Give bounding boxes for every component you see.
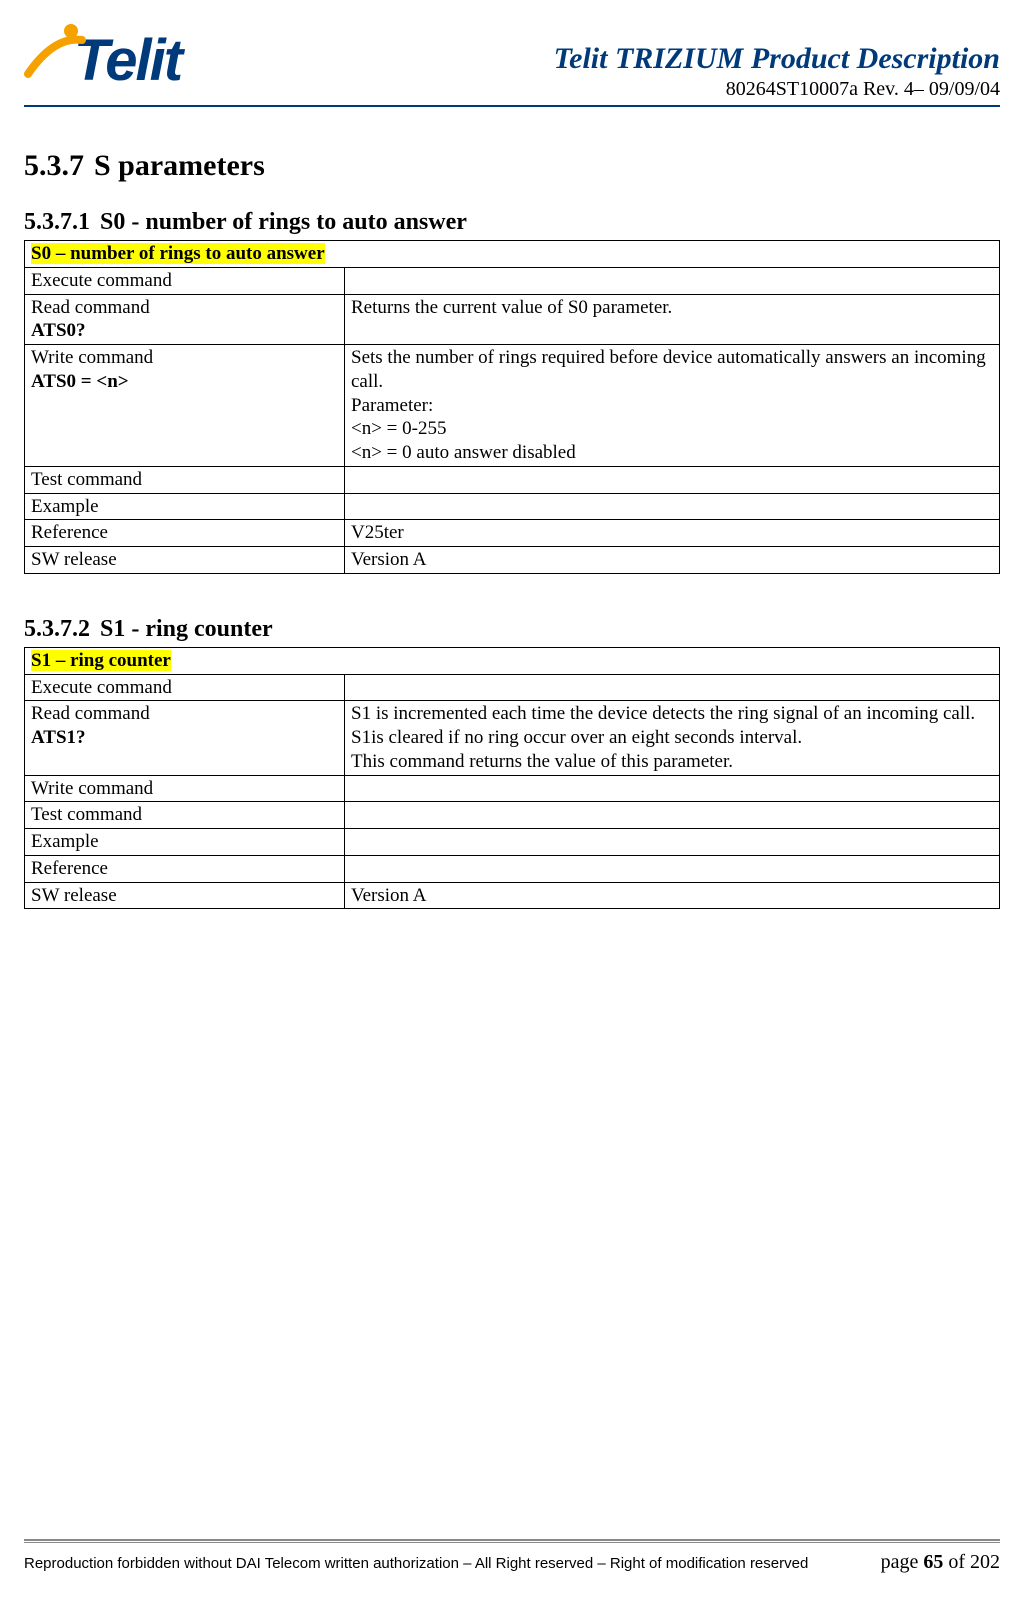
table-cell-right: [345, 829, 1000, 856]
section-number: 5.3.7: [24, 149, 84, 183]
table-cell-right: [345, 493, 1000, 520]
table-cell-right: Sets the number of rings required before…: [345, 345, 1000, 467]
table-cell-left: Read commandATS0?: [25, 294, 345, 345]
table-cell-right: [345, 466, 1000, 493]
table-cell-left: SW release: [25, 547, 345, 574]
cmd-syntax: ATS0?: [31, 319, 338, 343]
header-rule: [24, 105, 1000, 107]
table-cell-left: Execute command: [25, 267, 345, 294]
cmd-type: Reference: [31, 521, 338, 545]
cmd-type: Execute command: [31, 676, 338, 700]
cmd-type: SW release: [31, 884, 338, 908]
section-heading: 5.3.7 S parameters: [24, 149, 1000, 183]
subsection-2-number: 5.3.7.2: [24, 616, 90, 643]
logo-swoosh-icon: [24, 34, 86, 82]
table-cell-right: [345, 267, 1000, 294]
logo-text: Telit: [74, 27, 181, 94]
cmd-syntax: ATS1?: [31, 726, 338, 750]
cmd-type: Write command: [31, 346, 338, 370]
table-cell-left: Write commandATS0 = <n>: [25, 345, 345, 467]
doc-revision: 80264ST10007a Rev. 4– 09/09/04: [554, 78, 1000, 101]
table-cell-left: SW release: [25, 882, 345, 909]
table-row: S0 – number of rings to auto answer: [25, 241, 1000, 268]
table-cell-right: [345, 855, 1000, 882]
cmd-type: Test command: [31, 468, 338, 492]
cmd-type: Read command: [31, 296, 338, 320]
subsection-2-title: S1 - ring counter: [100, 616, 273, 642]
table-row: Write command: [25, 775, 1000, 802]
table-cell-left: Reference: [25, 855, 345, 882]
section-title: S parameters: [94, 149, 265, 182]
cmd-type: Reference: [31, 857, 338, 881]
table-cell-right: Version A: [345, 882, 1000, 909]
cmd-type: Execute command: [31, 269, 338, 293]
table-row: Read commandATS1?S1 is incremented each …: [25, 701, 1000, 775]
table-cell-right: Returns the current value of S0 paramete…: [345, 294, 1000, 345]
table-body: Execute command Read commandATS0?Returns…: [25, 267, 1000, 573]
cmd-type: Example: [31, 495, 338, 519]
table-row: SW release Version A: [25, 547, 1000, 574]
cmd-syntax: ATS0 = <n>: [31, 370, 338, 394]
subsection-heading-1: 5.3.7.1 S0 - number of rings to auto answ…: [24, 209, 1000, 236]
cmd-type: Write command: [31, 777, 338, 801]
table-row: Test command: [25, 466, 1000, 493]
table-heading: S0 – number of rings to auto answer: [31, 243, 325, 264]
table-cell-right: [345, 802, 1000, 829]
table-row: Execute command: [25, 267, 1000, 294]
table-row: Test command: [25, 802, 1000, 829]
table-cell-left: Test command: [25, 802, 345, 829]
cmd-type: Read command: [31, 702, 338, 726]
table-heading-cell: S0 – number of rings to auto answer: [25, 241, 1000, 268]
table-row: SW release Version A: [25, 882, 1000, 909]
table-cell-right: Version A: [345, 547, 1000, 574]
table-row: Execute command: [25, 674, 1000, 701]
header-right: Telit TRIZIUM Product Description 80264S…: [554, 24, 1000, 101]
footer-page: page 65 of 202: [881, 1551, 1000, 1574]
table-row: Reference: [25, 855, 1000, 882]
subsection-1-title: S0 - number of rings to auto answer: [100, 209, 467, 235]
table-cell-right: [345, 775, 1000, 802]
subsection-heading-2: 5.3.7.2 S1 - ring counter: [24, 616, 1000, 643]
table-cell-right: S1 is incremented each time the device d…: [345, 701, 1000, 775]
table-s1: S1 – ring counter Execute command Read c…: [24, 647, 1000, 910]
footer-legal: Reproduction forbidden without DAI Telec…: [24, 1555, 808, 1572]
table-row: S1 – ring counter: [25, 647, 1000, 674]
table-row: Example: [25, 829, 1000, 856]
table-cell-right: [345, 674, 1000, 701]
table-row: Example: [25, 493, 1000, 520]
table-cell-right: V25ter: [345, 520, 1000, 547]
subsection-1-number: 5.3.7.1: [24, 209, 90, 236]
table-s0: S0 – number of rings to auto answer Exec…: [24, 240, 1000, 574]
footer-rule: [24, 1539, 1000, 1543]
table-cell-left: Reference: [25, 520, 345, 547]
logo: Telit: [24, 24, 181, 96]
cmd-type: Test command: [31, 803, 338, 827]
footer-row: Reproduction forbidden without DAI Telec…: [24, 1551, 1000, 1574]
table-cell-left: Read commandATS1?: [25, 701, 345, 775]
table-heading: S1 – ring counter: [31, 650, 171, 671]
doc-title: Telit TRIZIUM Product Description: [554, 42, 1000, 76]
table-cell-left: Test command: [25, 466, 345, 493]
cmd-type: Example: [31, 830, 338, 854]
table-row: Read commandATS0?Returns the current val…: [25, 294, 1000, 345]
table-cell-left: Example: [25, 829, 345, 856]
page-suffix: of 202: [943, 1551, 1000, 1573]
table-row: Reference V25ter: [25, 520, 1000, 547]
table-cell-left: Execute command: [25, 674, 345, 701]
page-prefix: page: [881, 1551, 924, 1573]
table-body: Execute command Read commandATS1?S1 is i…: [25, 674, 1000, 909]
table-row: Write commandATS0 = <n>Sets the number o…: [25, 345, 1000, 467]
table-cell-left: Write command: [25, 775, 345, 802]
page-number: 65: [923, 1551, 943, 1573]
logo-mark: [24, 24, 80, 96]
page-footer: Reproduction forbidden without DAI Telec…: [24, 1539, 1000, 1574]
page-header: Telit Telit TRIZIUM Product Description …: [24, 24, 1000, 101]
table-heading-cell: S1 – ring counter: [25, 647, 1000, 674]
cmd-type: SW release: [31, 548, 338, 572]
table-cell-left: Example: [25, 493, 345, 520]
